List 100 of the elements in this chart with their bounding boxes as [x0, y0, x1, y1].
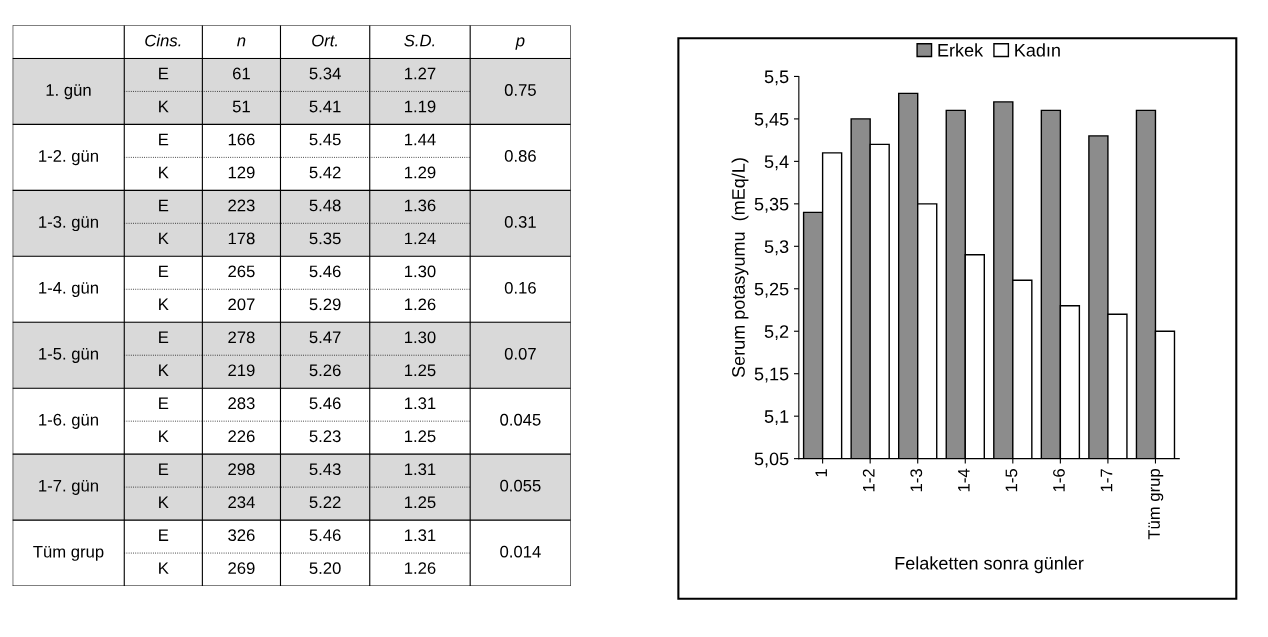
- text: 51: [232, 100, 250, 113]
- x-tick-label: 1-5: [1005, 469, 1018, 492]
- text: 1.25: [405, 430, 436, 443]
- text: 0.014: [500, 545, 541, 558]
- text: 5.29: [309, 298, 341, 311]
- text: K: [159, 100, 169, 113]
- y-tick-label: 5,4: [764, 155, 789, 171]
- text: K: [159, 562, 169, 574]
- text: 5.34: [309, 67, 341, 80]
- text: 5.46: [309, 529, 341, 542]
- text: 226: [228, 430, 255, 443]
- text: E: [159, 265, 169, 278]
- text: 1.29: [405, 166, 436, 179]
- y-axis-title: Serum potasyumu (mEq/L): [731, 158, 749, 378]
- x-tick-label: 1-3: [910, 469, 923, 492]
- text: 1.26: [405, 562, 436, 575]
- text: E: [159, 199, 169, 212]
- y-tick-label: 5,45: [754, 113, 789, 128]
- y-tick-label: 5,35: [754, 197, 789, 213]
- text: 5.47: [309, 331, 341, 344]
- text: 207: [228, 298, 255, 311]
- text: 1.44: [405, 133, 436, 146]
- text: 0.31: [504, 216, 536, 228]
- x-axis-title: Felaketten sonra günler: [895, 556, 1084, 574]
- text: 0.86: [504, 150, 536, 162]
- text: 1.25: [405, 496, 436, 509]
- text: p: [515, 37, 525, 50]
- x-tick-label: 1-2: [862, 469, 875, 492]
- text: 5.43: [309, 463, 341, 476]
- text: K: [159, 166, 169, 179]
- y-tick-label: 5,05: [754, 452, 789, 468]
- y-tick-label: 5,2: [764, 325, 789, 341]
- text: Cins.: [145, 34, 181, 47]
- text: 5.20: [309, 562, 341, 575]
- text: E: [159, 67, 169, 80]
- legend-label: Erkek: [938, 43, 984, 57]
- text: 1.26: [405, 298, 436, 311]
- text: 298: [228, 463, 255, 476]
- text: 5.41: [309, 100, 341, 113]
- text: 1.27: [405, 67, 436, 80]
- text: 5.26: [309, 364, 341, 377]
- text: 1.19: [405, 100, 436, 113]
- text: 61: [233, 67, 250, 80]
- text: 5.23: [309, 430, 341, 443]
- text: 0.055: [500, 479, 541, 492]
- text: 129: [228, 166, 255, 179]
- text: 1-6. gün: [39, 413, 98, 429]
- text: 1.31: [405, 529, 436, 542]
- text: 223: [228, 199, 255, 212]
- text: 5.22: [309, 496, 341, 509]
- text: 219: [228, 364, 255, 377]
- text: 0.16: [504, 281, 536, 294]
- text: 5.46: [309, 265, 341, 278]
- text: 5.35: [309, 232, 341, 245]
- text: K: [159, 430, 169, 442]
- text: 234: [228, 496, 255, 509]
- text: K: [159, 364, 169, 377]
- text: 1.24: [405, 232, 436, 245]
- x-tick-label: 1: [815, 469, 827, 477]
- text: 1-4. gün: [39, 282, 98, 298]
- text: 1-5. gün: [39, 348, 98, 363]
- y-tick-label: 5,1: [764, 410, 789, 426]
- text: 269: [228, 562, 255, 575]
- legend-label: Kadın: [1015, 43, 1060, 57]
- text: 265: [228, 265, 255, 278]
- text: E: [159, 331, 169, 344]
- x-tick-label: Tüm grup: [1148, 469, 1164, 540]
- text: E: [159, 463, 169, 475]
- text: 1.30: [405, 331, 436, 344]
- text: 166: [228, 133, 255, 146]
- text: Tüm grup: [33, 545, 104, 561]
- text: 1-3. gün: [39, 216, 98, 232]
- text: 0.07: [504, 347, 536, 360]
- y-tick-label: 5,3: [764, 240, 789, 256]
- y-tick-label: 5,5: [764, 70, 789, 86]
- x-tick-label: 1-7: [1100, 469, 1113, 492]
- text: K: [159, 232, 169, 245]
- text: 1.30: [405, 265, 436, 278]
- y-tick-label: 5,15: [754, 367, 789, 383]
- text: 178: [228, 232, 255, 245]
- y-tick-label: 5,25: [754, 282, 789, 298]
- text: 1-2. gün: [39, 150, 98, 166]
- text: 283: [228, 397, 255, 410]
- text: E: [159, 529, 169, 541]
- text: 5.48: [309, 199, 341, 212]
- text: 5.42: [309, 166, 341, 179]
- text: E: [159, 133, 169, 146]
- text: n: [237, 37, 246, 47]
- text: 1. gün: [46, 84, 91, 100]
- text: E: [159, 397, 169, 409]
- text: K: [159, 496, 169, 508]
- text: 278: [228, 331, 255, 344]
- text: 1.31: [405, 397, 436, 410]
- text: 1.31: [405, 463, 436, 476]
- text: Ort.: [312, 34, 337, 47]
- text: 0.045: [500, 413, 541, 426]
- text: 1.36: [405, 199, 436, 212]
- text: 326: [228, 529, 255, 542]
- text: 5.45: [309, 133, 341, 146]
- text: 1-7. gün: [39, 479, 98, 495]
